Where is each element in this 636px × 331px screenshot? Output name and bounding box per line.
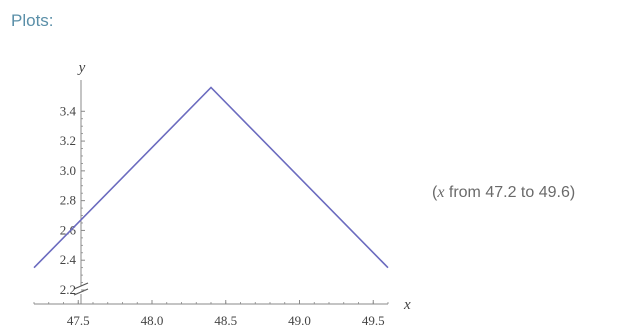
y-tick-label: 2.8	[60, 193, 76, 208]
y-tick-label: 2.2	[60, 282, 76, 297]
y-tick-label: 2.6	[60, 222, 77, 237]
y-axis-break-mark	[73, 288, 89, 296]
range-note-text: from 47.2 to 49.6)	[444, 184, 576, 201]
range-note-open: (	[432, 184, 438, 201]
x-tick-label: 48.5	[214, 313, 237, 328]
plot-range-note: (x from 47.2 to 49.6)	[432, 184, 575, 202]
plot-series	[33, 86, 389, 269]
series-line	[33, 86, 389, 269]
plot-axes: 2.2 2.4 2.6 2.8 3.0 3.2 3.4 47.5 48.0 48.5 49.0 49.…	[33, 60, 411, 328]
section-title: Plots:	[11, 11, 54, 30]
y-tick-label: 3.0	[60, 163, 76, 178]
x-tick-label: 49.0	[288, 313, 311, 328]
y-axis-break-mark	[73, 282, 89, 290]
y-tick-label: 3.2	[60, 133, 76, 148]
y-tick-label: 2.4	[60, 252, 77, 267]
x-axis-label: x	[403, 297, 411, 313]
range-note-variable: x	[437, 184, 445, 201]
x-tick-label: 49.5	[362, 313, 385, 328]
x-tick-label: 47.5	[67, 313, 90, 328]
x-tick-label: 48.0	[141, 313, 164, 328]
y-tick-label: 3.4	[60, 103, 77, 118]
y-axis-label: y	[77, 60, 86, 76]
